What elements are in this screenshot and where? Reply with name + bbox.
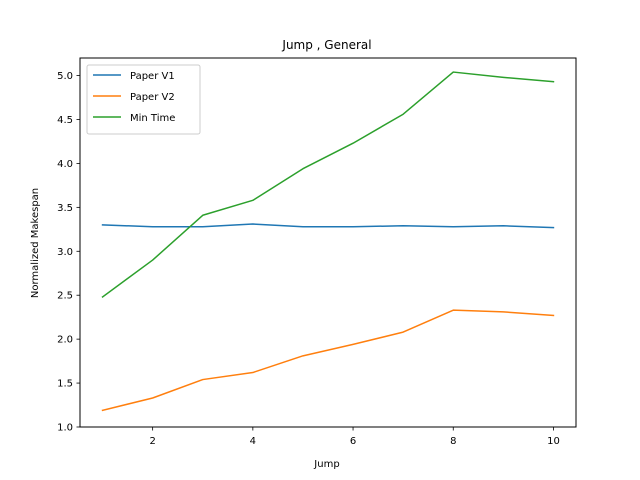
y-tick-label: 4.0 [57,159,73,170]
legend-label: Paper V1 [130,71,175,82]
series-line-1 [101,223,555,229]
axis-ticks: 2 4 6 8 10 1.0 1.5 2.0 2.5 3.0 3.5 4.0 4.5 5.0 [57,71,560,447]
x-tick-label: 4 [250,436,256,447]
x-tick-label: 2 [149,436,155,447]
x-tick-label: 6 [350,436,356,447]
y-tick-label: 2.0 [57,335,73,346]
series-lines [101,71,555,412]
y-axis-label: Normalized Makespan [30,188,41,298]
y-tick-label: 5.0 [57,71,73,82]
legend-label: Min Time [130,113,175,124]
legend-label: Paper V2 [130,92,175,103]
x-axis-label: Jump [313,459,339,470]
x-tick-label: 10 [547,436,560,447]
x-tick-label: 8 [450,436,456,447]
y-tick-label: 2.5 [57,291,73,302]
y-tick-label: 1.0 [57,423,73,434]
chart-title: Jump , General [281,38,371,52]
y-tick-label: 3.5 [57,203,73,214]
plot-frame [79,57,577,428]
y-tick-label: 4.5 [57,115,73,126]
series-line-2 [101,309,555,412]
y-tick-label: 3.0 [57,247,73,258]
series-line-3 [101,71,555,299]
legend: Paper V1 Paper V2 Min Time [86,64,201,135]
y-tick-label: 1.5 [57,379,73,390]
